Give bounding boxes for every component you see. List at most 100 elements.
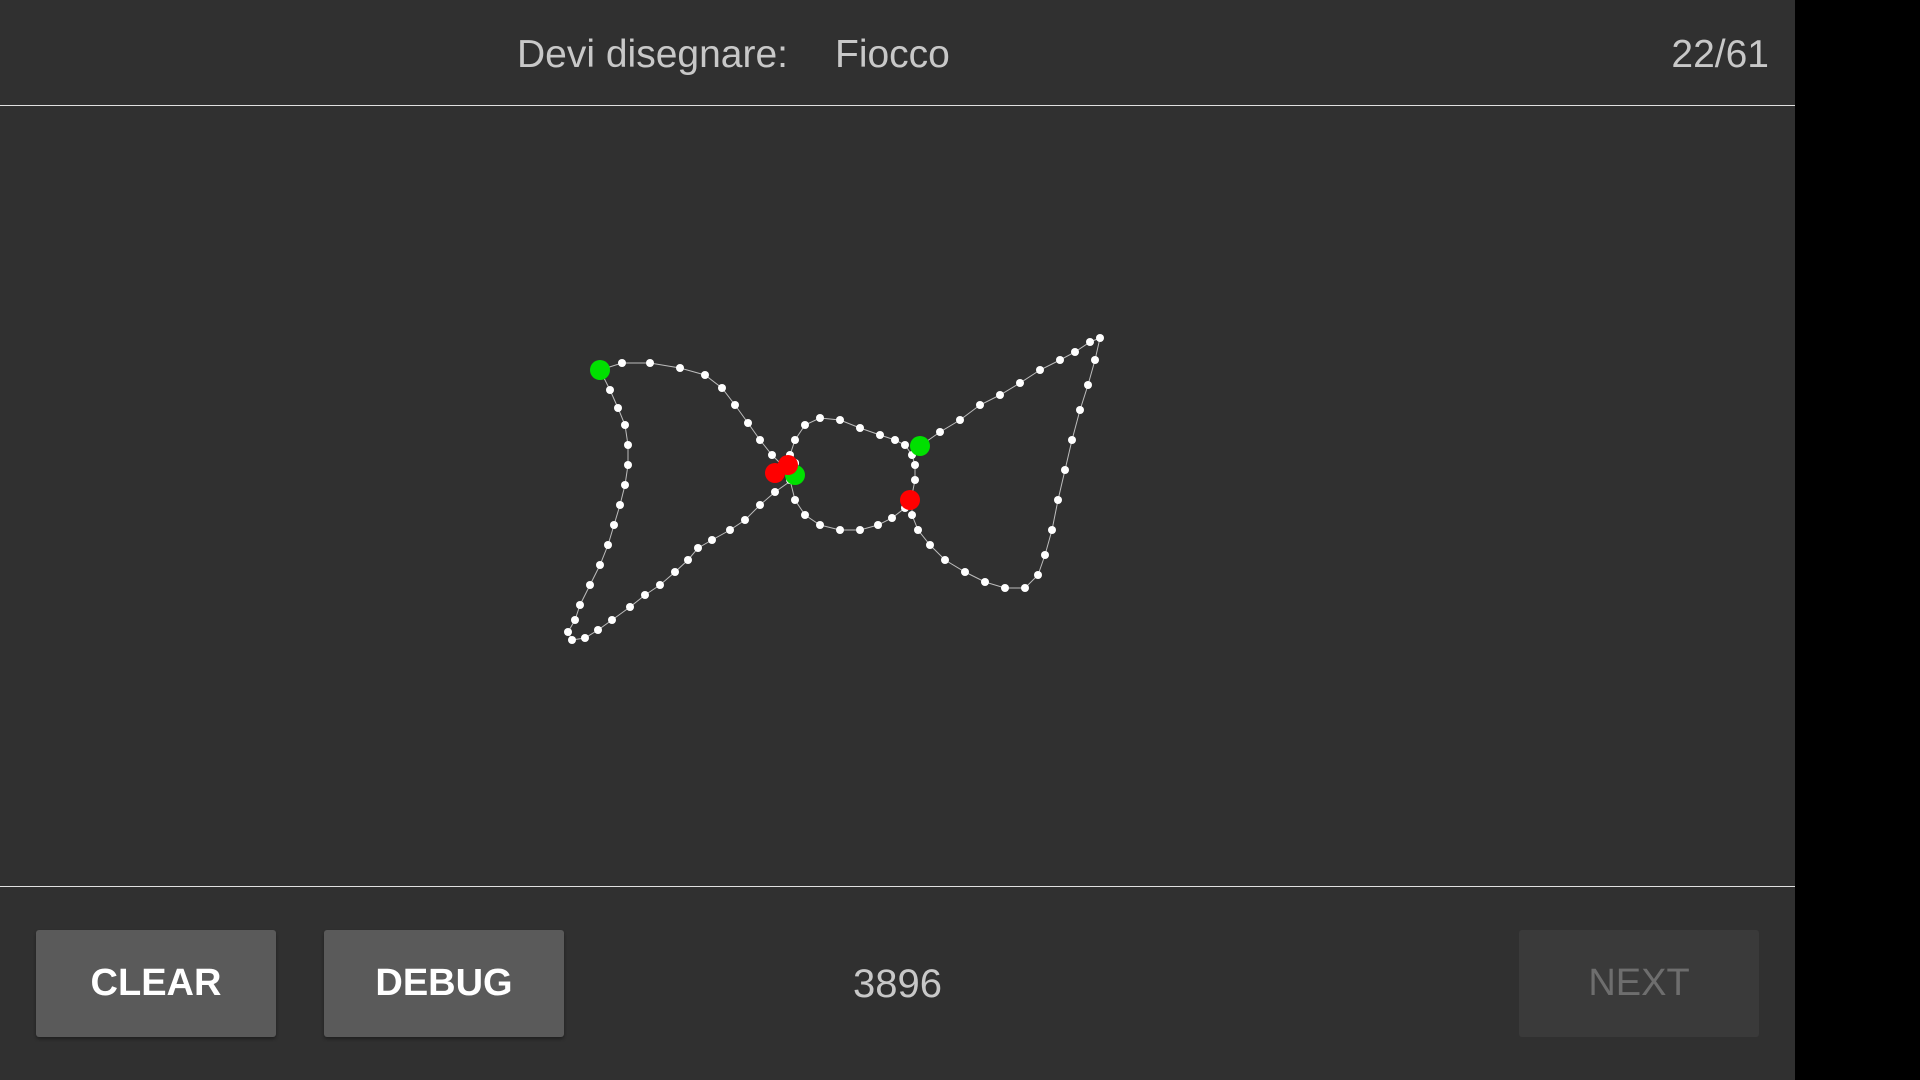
- sketch-point: [1056, 356, 1064, 364]
- sketch-point: [791, 496, 799, 504]
- sketch-point: [836, 526, 844, 534]
- sketch-point: [1096, 334, 1104, 342]
- sketch-point: [996, 391, 1004, 399]
- sketch-point: [606, 386, 614, 394]
- sketch-point: [936, 428, 944, 436]
- sketch-point: [624, 461, 632, 469]
- sketch-point: [756, 436, 764, 444]
- score-value: 3896: [853, 962, 942, 1006]
- sketch-point: [801, 421, 809, 429]
- sketch-point: [701, 371, 709, 379]
- stroke-start-marker: [590, 360, 610, 380]
- sketch-stroke-line: [911, 337, 1101, 589]
- sketch-point: [876, 431, 884, 439]
- header: Devi disegnare: Fiocco 22/61: [0, 0, 1795, 105]
- sketch-point: [1068, 436, 1076, 444]
- sketch-point: [891, 436, 899, 444]
- sketch-point: [914, 526, 922, 534]
- sketch-point: [1086, 338, 1094, 346]
- stroke-end-marker: [778, 455, 798, 475]
- sketch-point: [586, 581, 594, 589]
- sketch-point: [956, 416, 964, 424]
- sketch-point: [708, 536, 716, 544]
- footer: CLEAR DEBUG 3896 NEXT: [0, 887, 1795, 1080]
- sketch-point: [610, 521, 618, 529]
- sketch-point: [576, 601, 584, 609]
- sketch-point: [874, 521, 882, 529]
- sketch-point: [744, 419, 752, 427]
- sketch-point: [1061, 466, 1069, 474]
- sketch-point: [618, 359, 626, 367]
- sketch-point: [718, 384, 726, 392]
- sketch-point: [676, 364, 684, 372]
- prompt-label: Devi disegnare:: [517, 33, 788, 76]
- sketch-point: [571, 616, 579, 624]
- sketch-point: [801, 511, 809, 519]
- sketch-point: [1048, 526, 1056, 534]
- sketch-point: [756, 501, 764, 509]
- sketch-point: [1016, 379, 1024, 387]
- stroke-start-marker: [910, 436, 930, 456]
- debug-button[interactable]: DEBUG: [324, 930, 564, 1037]
- sketch-point: [836, 416, 844, 424]
- sketch-point: [1054, 496, 1062, 504]
- footer-divider: [0, 886, 1795, 887]
- sketch-point: [911, 476, 919, 484]
- sketch-point: [911, 461, 919, 469]
- drawing-app: Devi disegnare: Fiocco 22/61 CLEAR DEBUG…: [0, 0, 1795, 1080]
- sketch-point: [594, 626, 602, 634]
- sketch-point: [646, 359, 654, 367]
- sketch-point: [608, 616, 616, 624]
- next-button[interactable]: NEXT: [1519, 930, 1759, 1037]
- sketch-point: [856, 526, 864, 534]
- sketch-point: [771, 488, 779, 496]
- sketch-point: [791, 436, 799, 444]
- sketch-point: [604, 541, 612, 549]
- sketch-point: [731, 401, 739, 409]
- sketch-point: [684, 556, 692, 564]
- sketch-point: [816, 521, 824, 529]
- sketch-point: [694, 544, 702, 552]
- sketch-point: [1021, 584, 1029, 592]
- sketch-point: [624, 441, 632, 449]
- sketch-point: [641, 591, 649, 599]
- sketch-point: [1034, 571, 1042, 579]
- sketch-point: [656, 581, 664, 589]
- sketch-point: [816, 414, 824, 422]
- sketch-svg: [564, 334, 1104, 644]
- prompt-word: Fiocco: [835, 33, 950, 76]
- sketch-point: [568, 636, 576, 644]
- sketch-point: [581, 634, 589, 642]
- sketch-point: [671, 568, 679, 576]
- sketch-point: [596, 561, 604, 569]
- sketch-point: [926, 541, 934, 549]
- header-divider: [0, 105, 1795, 106]
- sketch-point: [621, 421, 629, 429]
- sketch-point: [741, 516, 749, 524]
- sketch-point: [908, 511, 916, 519]
- sketch-point: [1041, 551, 1049, 559]
- sketch-point: [768, 451, 776, 459]
- sketch-point: [621, 481, 629, 489]
- stroke-end-marker: [900, 490, 920, 510]
- drawing-canvas[interactable]: [0, 106, 1795, 886]
- sketch-point: [1001, 584, 1009, 592]
- sketch-point: [981, 578, 989, 586]
- sketch-point: [614, 404, 622, 412]
- sketch-point: [961, 568, 969, 576]
- sketch-point: [564, 628, 572, 636]
- sketch-point: [1076, 406, 1084, 414]
- sketch-point: [856, 424, 864, 432]
- sketch-point: [1084, 381, 1092, 389]
- sketch-point: [976, 401, 984, 409]
- sketch-point: [1091, 356, 1099, 364]
- sketch-point: [1071, 348, 1079, 356]
- sketch-point: [616, 501, 624, 509]
- sketch-point: [901, 441, 909, 449]
- sketch-point: [888, 514, 896, 522]
- side-bar: [1795, 0, 1920, 1080]
- progress-count: 22/61: [1671, 33, 1769, 76]
- clear-button[interactable]: CLEAR: [36, 930, 276, 1037]
- sketch-point: [626, 603, 634, 611]
- sketch-point: [941, 556, 949, 564]
